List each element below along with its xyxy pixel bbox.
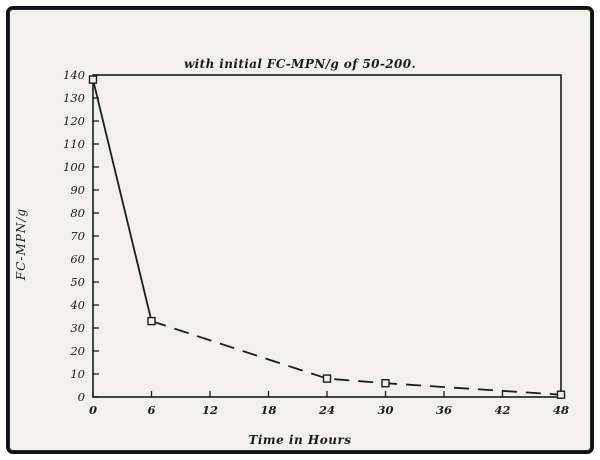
y-tick-label: 120	[63, 114, 85, 128]
x-tick-label: 6	[147, 403, 155, 417]
chart-title: with initial FC-MPN/g of 50-200.	[183, 57, 417, 71]
x-tick-label: 30	[377, 403, 393, 417]
y-tick-label: 70	[70, 229, 85, 243]
data-point-marker	[88, 75, 98, 84]
scan-border-frame: with initial FC-MPN/g of 50-200. FC-MPN/…	[6, 6, 594, 454]
y-tick-label: 40	[69, 298, 85, 312]
data-point-marker	[147, 316, 156, 326]
y-tick-label: 30	[70, 321, 85, 335]
y-tick-label: 20	[69, 344, 85, 358]
series-line-solid	[92, 79, 153, 322]
data-point-marker	[381, 379, 390, 388]
x-tick-label: 24	[318, 403, 335, 417]
data-point-marker	[322, 374, 332, 383]
y-tick-label: 0	[78, 390, 85, 404]
x-tick-label: 18	[260, 403, 276, 417]
x-tick-label: 0	[89, 403, 97, 417]
x-tick-label: 48	[553, 403, 569, 417]
data-point-marker	[556, 390, 566, 399]
plot-box	[92, 74, 562, 398]
chart-svg: 0 10 20 30 40 50 60 70 80 90 100 110 120 130 140 0 6 12 18…	[63, 68, 569, 417]
y-tick-label: 130	[63, 91, 85, 105]
y-tick-label: 80	[70, 206, 85, 220]
y-tick-label: 10	[70, 367, 85, 381]
y-tick-label: 50	[70, 275, 85, 289]
x-tick-label: 12	[202, 403, 218, 417]
x-tick-label: 42	[494, 403, 510, 417]
series-line-dashed	[151, 320, 562, 396]
y-tick-label: 110	[63, 137, 85, 151]
x-axis-label: Time in Hours	[248, 433, 352, 447]
y-tick-label: 90	[70, 183, 85, 197]
y-tick-label: 140	[63, 68, 85, 82]
y-tick-label: 60	[70, 252, 85, 266]
x-tick-label: 36	[436, 403, 452, 417]
y-tick-label: 100	[63, 160, 85, 174]
